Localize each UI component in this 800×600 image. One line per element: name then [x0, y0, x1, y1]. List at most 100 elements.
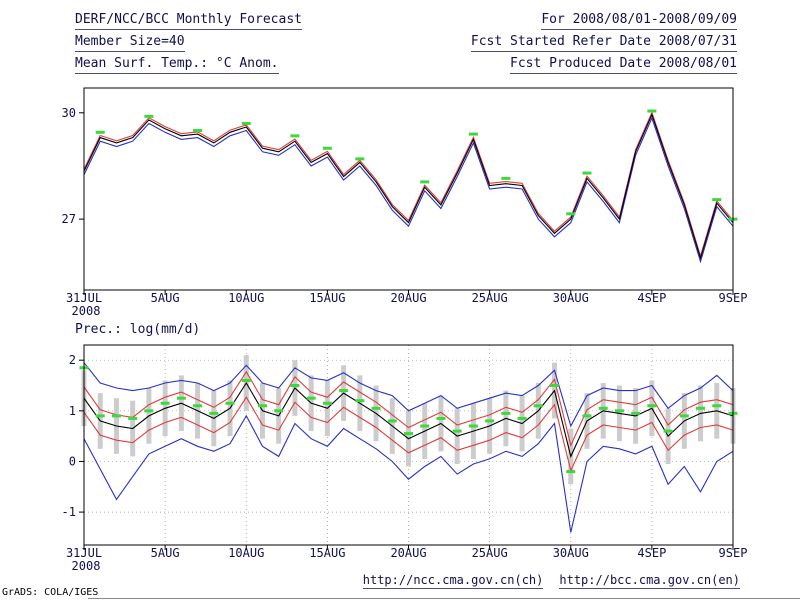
marker-obs-green — [111, 414, 121, 418]
series-model-blue — [83, 116, 734, 264]
marker-obs-green — [582, 171, 592, 175]
marker-obs-green — [468, 132, 478, 136]
x-tick-label: 25AUG — [472, 546, 508, 560]
x-tick-label: 15AUG — [309, 546, 345, 560]
x-tick-label: 31JUL — [66, 546, 102, 560]
marker-obs-green — [647, 404, 657, 408]
x-tick-label: 10AUG — [228, 291, 264, 305]
marker-obs-green — [193, 129, 203, 133]
marker-obs-green — [566, 470, 576, 474]
page-title: DERF/NCC/BCC Monthly Forecast — [75, 12, 302, 30]
marker-obs-green — [209, 411, 219, 415]
forecast-valid-range: For 2008/08/01-2008/09/09 — [541, 12, 737, 30]
series-quartile-lower-red — [83, 396, 734, 473]
y-tick-label: 0 — [69, 454, 76, 468]
marker-obs-green — [241, 121, 251, 125]
marker-obs-green — [452, 429, 462, 433]
y-tick-label: 2 — [69, 353, 76, 367]
marker-obs-green — [550, 384, 560, 388]
x-tick-label: 10AUG — [228, 546, 264, 560]
temp-anomaly-chart: 27 30 31JUL 5AUG 10AUG 15AUG 20AUG 25AUG 30AUG 4S… — [62, 87, 748, 318]
ncc-url-link[interactable]: http://ncc.cma.gov.cn(ch) — [362, 573, 544, 589]
x-tick-label: 20AUG — [390, 546, 426, 560]
x-tick-label: 5AUG — [151, 291, 180, 305]
x-tick-label: 25AUG — [472, 291, 508, 305]
y-tick-label: 1 — [69, 404, 76, 418]
marker-obs-green — [404, 432, 413, 436]
bcc-url-link[interactable]: http://bcc.cma.gov.cn(en) — [559, 573, 740, 589]
series-ensemble-mean-black — [83, 113, 734, 261]
grads-credit: GrADS: COLA/IGES — [2, 587, 99, 598]
marker-obs-green — [322, 401, 332, 405]
marker-obs-green — [468, 424, 478, 428]
marker-obs-green — [566, 212, 576, 216]
marker-obs-green — [371, 406, 381, 410]
marker-obs-green — [517, 416, 527, 420]
y-tick-label: 27 — [62, 212, 76, 226]
marker-obs-green — [176, 396, 186, 400]
marker-obs-green — [501, 176, 511, 180]
series-model-red — [83, 110, 734, 258]
marker-obs-green — [647, 109, 657, 113]
marker-obs-green — [679, 414, 689, 418]
y-tick-label: -1 — [62, 505, 76, 519]
marker-obs-green — [241, 378, 251, 382]
x-tick-label: 30AUG — [553, 291, 589, 305]
x-tick-label: 4SEP — [637, 291, 666, 305]
series-envelope-min-blue — [83, 414, 734, 533]
precipitation-chart: -1 0 1 2 31JUL 5AUG 10AUG 15AUG 20AUG 25AUG 30AUG 4… — [62, 344, 748, 573]
x-axis-year-label: 2008 — [72, 304, 101, 318]
marker-obs-green — [533, 404, 543, 408]
marker-obs-green — [582, 414, 592, 418]
series-quartile-upper-red — [83, 370, 734, 447]
marker-obs-green — [355, 399, 365, 403]
marker-obs-green — [95, 414, 105, 418]
marker-obs-green — [274, 409, 284, 413]
x-tick-label: 15AUG — [309, 291, 345, 305]
marker-obs-green — [696, 406, 706, 410]
marker-obs-green — [712, 198, 722, 202]
x-tick-label: 9SEP — [719, 546, 748, 560]
marker-obs-green — [712, 404, 722, 408]
marker-obs-green — [128, 416, 138, 420]
marker-obs-green — [144, 409, 154, 413]
x-tick-label: 30AUG — [553, 546, 589, 560]
marker-obs-green — [485, 419, 495, 423]
variable-label: Mean Surf. Temp.: °C Anom. — [75, 56, 279, 74]
refer-date-label: Fcst Started Refer Date 2008/07/31 — [470, 34, 737, 52]
x-tick-label: 20AUG — [390, 291, 426, 305]
marker-obs-green — [663, 429, 673, 433]
marker-obs-green — [290, 134, 300, 138]
marker-obs-green — [598, 406, 608, 410]
bottom-divider — [88, 598, 800, 599]
marker-obs-green — [193, 404, 203, 408]
marker-obs-green — [160, 401, 170, 405]
header-row-3: Mean Surf. Temp.: °C Anom. Fcst Produced… — [75, 56, 737, 74]
member-size-label: Member Size=40 — [75, 34, 185, 52]
x-tick-label: 5AUG — [151, 546, 180, 560]
x-tick-label: 31JUL — [66, 291, 102, 305]
x-axis-year-label: 2008 — [72, 559, 101, 573]
marker-obs-green — [436, 416, 446, 420]
marker-obs-green — [225, 401, 235, 405]
marker-obs-green — [355, 157, 365, 161]
header-row-2: Member Size=40 Fcst Started Refer Date 2… — [75, 34, 737, 52]
marker-obs-green — [614, 409, 624, 413]
marker-obs-green — [387, 419, 397, 423]
y-tick-label: 30 — [62, 106, 76, 120]
marker-obs-green — [420, 180, 430, 184]
produced-date-label: Fcst Produced Date 2008/08/01 — [510, 56, 737, 74]
marker-obs-green — [95, 130, 105, 134]
x-tick-label: 9SEP — [719, 291, 748, 305]
marker-obs-green — [339, 389, 349, 393]
footer-links: http://ncc.cma.gov.cn(ch) http://bcc.cma… — [362, 573, 740, 589]
marker-obs-green — [501, 411, 511, 415]
marker-obs-green — [144, 114, 154, 118]
marker-obs-green — [631, 411, 641, 415]
plot-frame — [83, 87, 734, 291]
marker-obs-green — [257, 404, 267, 408]
marker-obs-green — [290, 384, 300, 388]
marker-obs-green — [306, 396, 316, 400]
series-ensemble-mean-black — [83, 381, 734, 459]
